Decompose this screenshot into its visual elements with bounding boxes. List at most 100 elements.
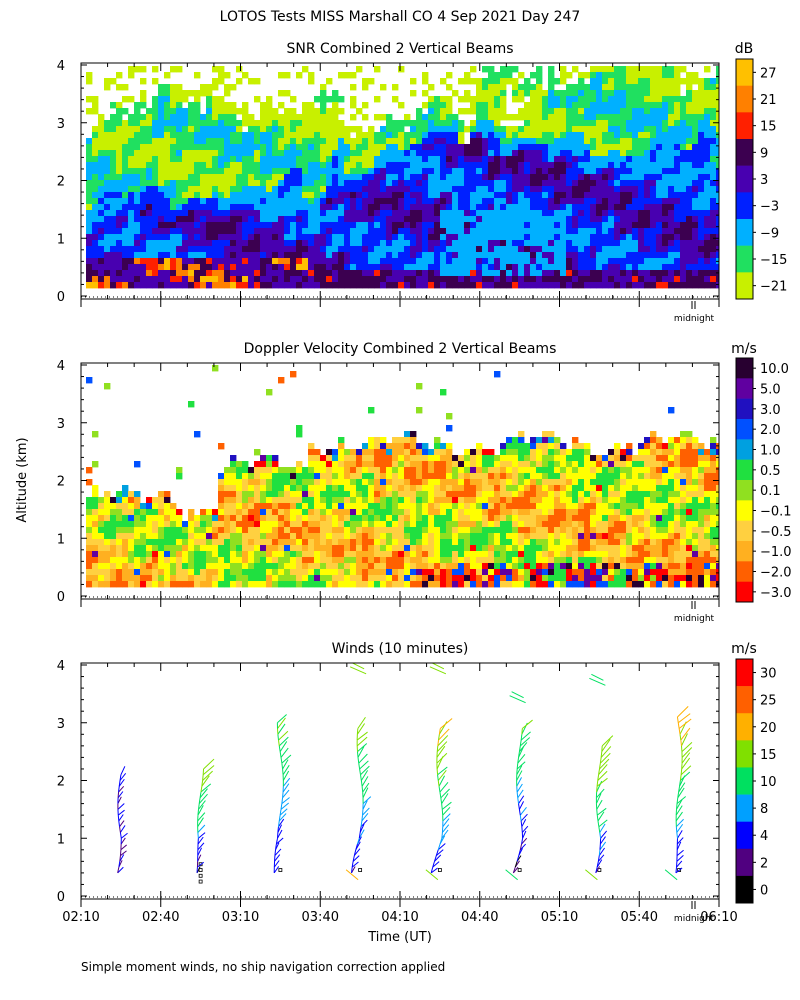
doppler-cell [308,569,315,576]
doppler-cell [428,533,435,540]
snr-cell [698,186,705,193]
snr-cell [548,150,555,157]
doppler-cell [272,473,279,480]
snr-cell [188,180,195,187]
snr-cell [362,222,369,229]
doppler-cell [428,449,435,456]
doppler-cell [218,503,225,510]
snr-cell [668,144,675,151]
snr-cell [644,168,651,175]
doppler-cell [242,491,249,498]
doppler-cell [374,473,381,480]
snr-cell [176,186,183,193]
snr-cell [680,276,687,283]
doppler-cell [392,575,399,582]
snr-cell [188,186,195,193]
doppler-cell [290,539,297,546]
snr-cell [218,96,225,103]
snr-cell [206,132,213,139]
snr-cell [158,222,165,229]
snr-cell [398,132,405,139]
snr-cell [548,162,555,169]
snr-cell [422,120,429,127]
snr-cell [140,252,147,259]
doppler-cell [86,569,93,576]
doppler-cell [98,557,105,564]
snr-cell [584,210,591,217]
doppler-cell [260,581,267,588]
snr-cell [674,138,681,145]
doppler-cell [404,479,411,486]
doppler-cell [128,545,135,552]
snr-cell [356,144,363,151]
snr-cell [290,282,297,289]
snr-cell [446,180,453,187]
snr-cell [182,270,189,277]
doppler-cell [278,575,285,582]
doppler-cell [182,581,189,588]
doppler-cell [344,527,351,534]
snr-cell [632,138,639,145]
doppler-cell [458,503,465,510]
snr-cell [578,258,585,265]
snr-cell [236,132,243,139]
snr-cell [608,150,615,157]
snr-cell [170,102,177,109]
snr-cell [92,156,99,163]
snr-cell [170,120,177,127]
doppler-cell [272,467,279,474]
snr-cell [404,192,411,199]
snr-cell [236,108,243,115]
doppler-cell [326,533,333,540]
doppler-cell [404,581,411,588]
snr-cell [572,162,579,169]
snr-cell [476,246,483,253]
snr-cell [392,282,399,289]
snr-cell [158,132,165,139]
snr-cell [158,138,165,145]
doppler-cell [386,551,393,558]
snr-cell [608,138,615,145]
doppler-cell [452,485,459,492]
snr-cell [194,192,201,199]
doppler-cell [356,497,363,504]
snr-cell [320,222,327,229]
snr-cell [134,150,141,157]
snr-cell [440,276,447,283]
doppler-cell [218,491,225,498]
snr-cell [182,258,189,265]
snr-cell [146,120,153,127]
doppler-cell [218,545,225,552]
doppler-cell [242,497,249,504]
snr-cell [704,264,711,271]
doppler-cell [164,581,171,588]
snr-cell [644,186,651,193]
snr-cell [158,168,165,175]
snr-cell [446,216,453,223]
doppler-cell [374,539,381,546]
snr-cell [254,180,261,187]
snr-cell [398,186,405,193]
snr-cell [188,120,195,127]
snr-cell [206,204,213,211]
snr-cell [170,276,177,283]
snr-cell [194,216,201,223]
doppler-cell [320,461,327,468]
snr-cell [332,114,339,121]
snr-cell [422,228,429,235]
doppler-cell [422,485,429,492]
snr-cell [362,84,369,91]
snr-cell [638,150,645,157]
doppler-cell [416,449,423,456]
snr-cell [668,138,675,145]
doppler-cell [464,563,471,570]
snr-cell [548,72,555,79]
snr-colorbar-swatch [736,59,753,86]
snr-cell [272,198,279,205]
snr-cell [692,258,699,265]
snr-cell [236,252,243,259]
doppler-cell [188,521,195,528]
snr-cell [146,144,153,151]
doppler-cell [368,569,375,576]
snr-cell [614,108,621,115]
